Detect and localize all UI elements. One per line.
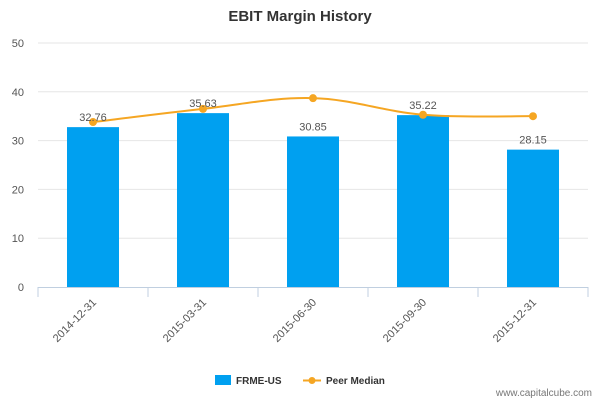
y-axis-ticks: 0 10 20 30 40 50 xyxy=(12,38,24,294)
legend-swatch-frme-us[interactable] xyxy=(215,375,231,385)
bar-value-label: 35.63 xyxy=(189,98,217,110)
data-labels: 32.76 35.63 30.85 35.22 28.15 xyxy=(79,98,547,147)
line-series xyxy=(89,94,537,127)
y-tick-label: 50 xyxy=(12,38,24,50)
x-tick-label: 2015-09-30 xyxy=(381,297,429,345)
y-tick-label: 30 xyxy=(12,136,24,148)
peer-median-point[interactable] xyxy=(419,110,427,119)
peer-median-point[interactable] xyxy=(89,118,97,127)
chart-title: EBIT Margin History xyxy=(228,8,372,25)
bar-value-label: 28.15 xyxy=(519,135,547,147)
peer-median-point[interactable] xyxy=(199,104,207,113)
bar-value-label: 30.85 xyxy=(299,121,327,133)
watermark: www.capitalcube.com xyxy=(495,388,592,399)
y-tick-label: 20 xyxy=(12,184,24,196)
x-axis: 2014-12-31 2015-03-31 2015-06-30 2015-09-30… xyxy=(37,287,589,345)
x-tick-label: 2015-12-31 xyxy=(491,297,539,345)
y-tick-label: 10 xyxy=(12,233,24,245)
bar-frme-us[interactable] xyxy=(507,149,559,287)
y-tick-label: 0 xyxy=(18,282,24,294)
x-tick-label: 2015-03-31 xyxy=(161,297,209,345)
bar-frme-us[interactable] xyxy=(177,113,229,287)
bar-frme-us[interactable] xyxy=(287,136,339,287)
bar-series xyxy=(67,113,559,288)
peer-median-point[interactable] xyxy=(529,112,537,121)
x-tick-label: 2014-12-31 xyxy=(51,297,99,345)
bar-frme-us[interactable] xyxy=(67,127,119,288)
bar-value-label: 35.22 xyxy=(409,100,437,112)
legend[interactable]: FRME-US Peer Median xyxy=(215,375,385,387)
y-tick-label: 40 xyxy=(12,87,24,99)
legend-marker-peer-median[interactable] xyxy=(308,377,316,384)
x-tick-label: 2015-06-30 xyxy=(271,297,319,345)
legend-label-peer-median[interactable]: Peer Median xyxy=(326,376,385,387)
bar-frme-us[interactable] xyxy=(397,115,449,287)
bar-value-label: 32.76 xyxy=(79,112,107,124)
legend-label-frme-us[interactable]: FRME-US xyxy=(236,376,282,387)
peer-median-point[interactable] xyxy=(309,94,317,103)
